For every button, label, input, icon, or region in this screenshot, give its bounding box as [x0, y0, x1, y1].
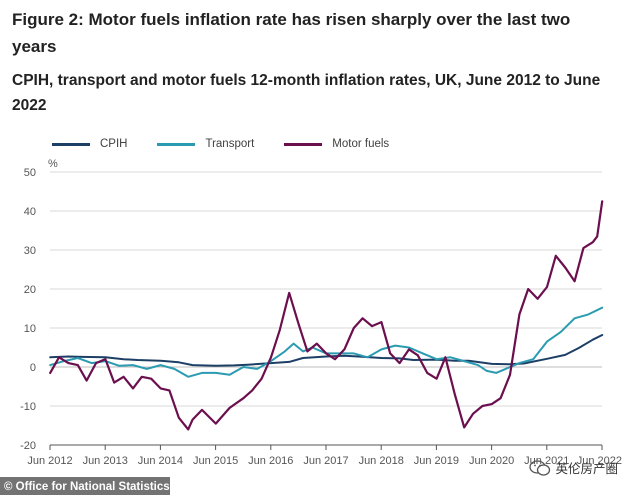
x-tick-label: Jun 2015: [193, 455, 238, 467]
x-axis-ticks: Jun 2012 Jun 2013 Jun 2014 Jun 2015 Jun 2016…: [27, 445, 622, 467]
series-line-cpih: [49, 334, 604, 367]
legend: CPIH Transport Motor fuels: [52, 136, 419, 152]
legend-label-transport: Transport: [205, 138, 255, 150]
y-tick-label: -10: [20, 401, 36, 413]
x-tick-label: Jun 2012: [27, 455, 72, 467]
y-axis-ticks: 50 40 30 20 10 0 -10 -20: [20, 167, 36, 452]
legend-swatch-cpih: [52, 142, 90, 146]
watermark-text: 英伦房产圈: [555, 462, 618, 476]
legend-item-motor-fuels[interactable]: Motor fuels: [284, 138, 389, 150]
y-tick-label: 0: [30, 362, 36, 374]
x-tick-label: Jun 2020: [469, 455, 514, 467]
y-tick-label: 40: [24, 206, 36, 218]
x-tick-label: Jun 2019: [414, 455, 459, 467]
x-tick-label: Jun 2022: [577, 455, 622, 467]
y-tick-label: 30: [24, 245, 36, 257]
watermark: 英伦房产圈: [529, 458, 618, 477]
y-tick-label: 50: [24, 167, 36, 179]
wechat-icon: [529, 459, 551, 476]
y-tick-label: 10: [24, 323, 36, 335]
x-tick-label: Jun 2014: [138, 455, 183, 467]
chart-title: Figure 2: Motor fuels inflation rate has…: [12, 10, 571, 56]
legend-swatch-transport: [157, 142, 196, 146]
y-tick-label: 20: [24, 284, 36, 296]
legend-label-cpih: CPIH: [100, 138, 128, 150]
source-background: [0, 477, 170, 495]
legend-item-cpih[interactable]: CPIH: [52, 138, 127, 150]
legend-label-motor-fuels: Motor fuels: [332, 138, 390, 150]
x-tick-label: Jun 2021: [524, 455, 569, 467]
legend-swatch-motor-fuels: [284, 142, 323, 146]
x-tick-label: Jun 2018: [359, 455, 404, 467]
chart-subtitle: CPIH, transport and motor fuels 12-month…: [12, 72, 601, 114]
y-tick-label: -20: [20, 440, 36, 452]
x-tick-label: Jun 2013: [83, 455, 128, 467]
x-tick-label: Jun 2017: [303, 455, 348, 467]
series-line-motor-fuels: [49, 200, 604, 431]
grid-lines: [50, 171, 602, 446]
y-axis-unit-label: %: [48, 158, 58, 170]
series-lines: [49, 200, 604, 431]
source-credit: © Office for National Statistics: [4, 481, 170, 493]
legend-item-transport[interactable]: Transport: [157, 138, 254, 150]
x-tick-label: Jun 2016: [248, 455, 293, 467]
